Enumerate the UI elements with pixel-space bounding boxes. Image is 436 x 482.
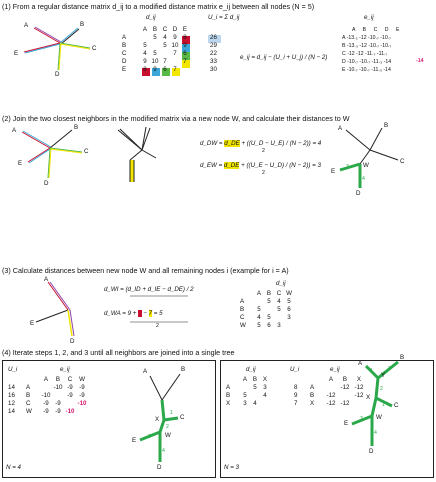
leaf-label-b: B	[400, 354, 405, 361]
leaf-label-c: C	[84, 148, 89, 155]
eij-label: e_ij	[364, 14, 374, 21]
node-w-label: W	[376, 414, 382, 421]
formula-dwi: d_WI = (d_ID + d_IE − d_DE) / 2	[104, 286, 194, 293]
leaf-label-c: C	[394, 402, 399, 409]
formula-dwa-denominator: 2	[156, 323, 159, 329]
highlight-u-a	[208, 35, 221, 43]
node-w-label: W	[165, 432, 171, 439]
branch-length: 4	[374, 430, 377, 436]
leaf-label-a: A	[12, 127, 17, 134]
step3-title: (3) Calculate distances between new node…	[2, 266, 289, 275]
branch-length-d: 4	[362, 176, 365, 182]
leaf-label-d: D	[70, 338, 75, 345]
highlight-green	[182, 52, 190, 60]
leaf-label-e: E	[18, 160, 23, 167]
branch-length: 4	[162, 448, 165, 454]
highlight-green	[162, 68, 170, 76]
highlight-blue	[182, 44, 190, 52]
eij-formula: e_ij = d_ij − (U_i + U_j) / (N − 2)	[240, 54, 328, 61]
node-w-label: W	[363, 162, 369, 169]
node-x-label: X	[155, 416, 160, 423]
leaf-label-c: C	[92, 45, 97, 52]
leaf-label-a: A	[338, 125, 343, 132]
step2-title: (2) Join the two closest neighbors in th…	[2, 114, 350, 123]
leaf-label-a: A	[44, 276, 49, 283]
leaf-label-d: D	[356, 190, 361, 197]
tree-step4-left	[139, 373, 181, 462]
leaf-label-a: A	[24, 22, 29, 29]
tree-step4-right	[351, 360, 399, 446]
eij-label: e_ij	[60, 366, 70, 373]
formula-dw-denominator: 2	[262, 148, 265, 154]
branch-length: 1	[170, 410, 173, 416]
highlight-yellow	[172, 68, 180, 76]
dij-label: d_ij	[246, 366, 256, 373]
leaf-label-d: D	[369, 448, 374, 455]
leaf-label-c: C	[180, 414, 185, 421]
n-label-3: N = 3	[224, 464, 239, 471]
branch-length: 2	[380, 386, 383, 392]
star-tree-step2a	[21, 129, 83, 179]
branch-length-e: 3	[346, 164, 349, 170]
tree-step2b	[117, 126, 157, 182]
leaf-label-b: B	[80, 21, 85, 28]
branch-length: 1	[382, 402, 385, 408]
step1-title: (1) From a regular distance matrix d_ij …	[2, 2, 315, 11]
highlight-red	[142, 68, 150, 76]
eij-matrix: A B C D E A -13.₃ -12 -10.₇ -10.₇ B -13.…	[342, 27, 403, 73]
eij-label: e_ij	[330, 366, 340, 373]
leaf-label-d: D	[157, 464, 162, 471]
ui-values: 26 29 22 33 30	[210, 34, 217, 73]
star-tree-step1	[23, 26, 91, 71]
ui-label: U_i = Σ d_ij	[208, 14, 240, 21]
tree-step2c	[339, 127, 399, 188]
leaf-label-e: E	[344, 420, 349, 427]
leaf-label-d: D	[44, 180, 49, 187]
leaf-label-b: B	[181, 366, 186, 373]
leaf-label-b: B	[74, 124, 79, 131]
leaf-label-e: E	[30, 320, 35, 327]
branch-length: 3	[148, 434, 151, 440]
node-y-label: Y	[381, 372, 386, 379]
tree-step3	[35, 281, 75, 337]
leaf-label-e: E	[132, 437, 137, 444]
leaf-label-e: E	[14, 50, 19, 57]
formula-ew-denominator: 2	[262, 170, 265, 176]
formula-dw: d_DW = d_DE + ((U_D − U_E) / (N − 2)) = …	[200, 140, 322, 147]
dij-label: d_ij	[146, 14, 156, 21]
leaf-label-e: E	[331, 168, 336, 175]
leaf-label-a: A	[143, 368, 148, 375]
dij-label: d_ij	[276, 280, 286, 287]
leaf-label-d: D	[55, 71, 60, 78]
branch-length: 2	[388, 366, 391, 372]
min-value: -14	[416, 58, 424, 64]
branch-length: 3	[360, 416, 363, 422]
highlight-blue	[152, 68, 160, 76]
leaf-label-a: A	[358, 360, 363, 367]
branch-length: 1	[370, 368, 373, 374]
step4-title: (4) Iterate steps 1, 2, and 3 until all …	[2, 348, 235, 357]
panel-n3	[220, 360, 434, 478]
node-x-label: X	[366, 394, 371, 401]
leaf-label-b: B	[384, 122, 389, 129]
n-label-4: N = 4	[6, 464, 21, 471]
ui-label: U_i	[8, 366, 18, 373]
formula-dwa: d_WA = 9 + 8 − 7 = 5	[104, 310, 163, 317]
highlight-yellow	[182, 60, 190, 68]
highlight-red	[182, 36, 190, 44]
branch-length: 2	[166, 424, 169, 430]
ui-label: U_i	[290, 366, 300, 373]
panel-n4	[2, 360, 216, 478]
formula-ew: d_EW = d_DE + ((U_E − U_D) / (N − 2)) = …	[200, 162, 321, 169]
leaf-label-c: C	[400, 158, 405, 165]
